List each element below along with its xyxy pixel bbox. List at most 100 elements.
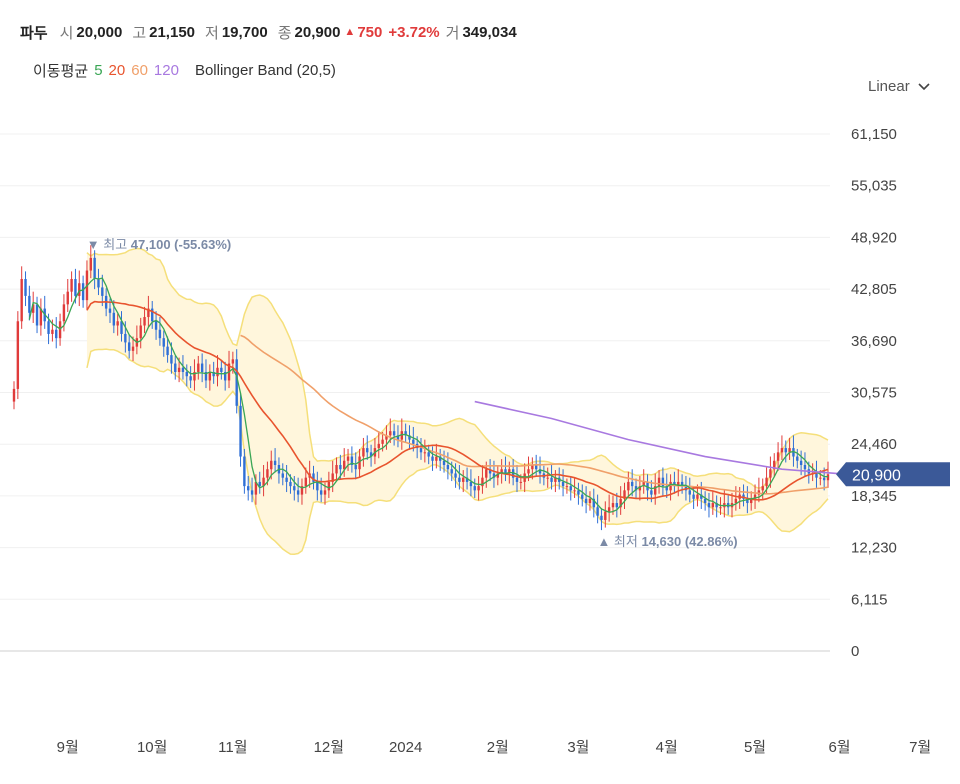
candle-body [323,490,327,495]
low-label: 저 [205,24,219,42]
candle-body [366,448,369,453]
candle-body [408,435,411,440]
candle-body [20,278,23,322]
x-tick-label: 6월 [828,739,850,756]
candle-body [316,481,319,491]
y-tick-label: 18,345 [851,488,897,505]
candle-body [803,464,807,470]
candle-body [711,503,715,508]
candle-body [438,456,442,461]
x-tick-label: 2월 [487,739,509,756]
candle-body [327,481,331,491]
candle-body [404,431,407,436]
close-value: 20,900 [294,23,341,41]
candle-body [611,503,615,508]
candle-body [473,486,476,491]
candle-body [270,460,273,470]
candle-body [534,464,538,470]
candle-body [569,486,572,491]
candle-body [58,321,62,339]
ma5-line [28,277,829,514]
candle-body [492,473,496,478]
candle-body [776,452,780,461]
candle-body [331,473,334,482]
indicator-legend[interactable]: 이동평균 5 20 60 120 Bollinger Band (20,5) [33,58,342,82]
candle-body [293,486,296,491]
candle-body [354,464,357,470]
candle-body [101,287,104,296]
candle-body [634,486,638,491]
candle-body [761,486,764,491]
candle-body [607,507,611,512]
candle-body [630,481,634,487]
low-value: 19,700 [221,23,268,41]
candle-body [753,494,757,499]
candle-body [289,481,292,487]
candle-body [822,477,826,481]
candle-body [31,304,35,313]
candle-body [139,325,142,339]
candle-body [458,477,461,482]
candle-body [381,439,384,444]
candle-body [369,452,373,457]
candle-body [654,486,657,495]
x-tick-label: 10월 [137,739,168,756]
candle-body [343,460,346,470]
close-label: 종 [277,24,292,42]
stock-name: 파두 [20,24,48,42]
y-tick-label: 30,575 [851,385,897,402]
candle-body [488,469,492,474]
chevron-down-icon [918,82,930,90]
candle-body [565,486,569,488]
candle-body [108,308,112,313]
candle-body [127,342,131,351]
candle-body [281,473,284,478]
ma20-line [86,300,829,501]
candle-body [212,371,215,377]
candle-body [254,481,258,495]
candle-body [423,452,427,454]
scale-dropdown[interactable]: Linear [868,78,930,95]
candle-body [208,371,212,381]
candle-body [600,515,603,520]
candle-body [158,329,162,339]
candle-body [24,278,27,296]
candle-body [577,490,580,495]
price-annotation: ▼ 최고 47,100 (-55.63%) [87,237,231,252]
candle-body [581,494,584,499]
candle-body [554,477,557,482]
candle-body [304,477,308,487]
candle-body [627,481,630,491]
candle-body [419,448,423,453]
candle-body [247,486,250,491]
candle-body [596,507,599,516]
x-tick-label: 9월 [57,739,79,756]
candle-body [780,448,784,453]
ma5-label: 5 [94,61,103,79]
candle-body [519,481,523,483]
ma60-line [240,334,829,495]
candle-body [131,346,135,351]
candle-body [796,456,799,461]
candle-body [508,469,511,474]
candle-body [239,405,242,457]
x-tick-label: 3월 [567,739,589,756]
candle-body [773,460,776,470]
candle-body [650,490,653,495]
candle-body [231,359,235,364]
ma20-label: 20 [108,61,126,79]
candle-body [504,469,507,474]
candle-body [469,481,473,487]
candle-body [400,431,404,440]
candle-body [97,278,100,288]
candle-body [412,439,415,444]
candle-body [335,464,338,474]
candle-body [661,477,665,487]
candle-body [78,283,81,296]
candle-body [154,321,158,330]
candle-body [62,304,66,322]
volume-label: 거 [445,24,460,42]
candle-body [431,456,434,461]
x-tick-label: 7월 [909,739,931,756]
